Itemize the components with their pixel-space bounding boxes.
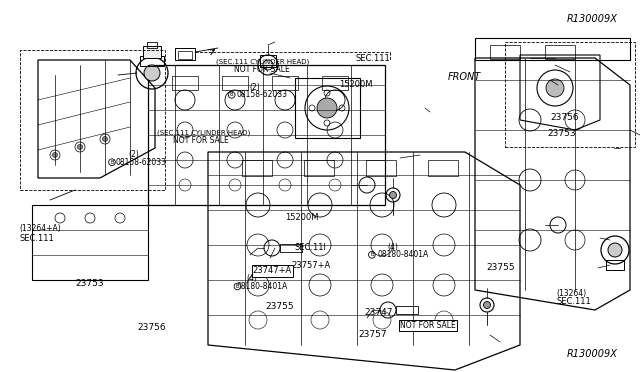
Bar	[505, 42, 635, 147]
Text: B: B	[236, 284, 239, 289]
Circle shape	[77, 144, 83, 150]
Text: (4): (4)	[246, 275, 257, 283]
Text: 08180-8401A: 08180-8401A	[378, 250, 429, 259]
Text: 15200M: 15200M	[339, 80, 372, 89]
Bar	[428, 160, 458, 176]
Bar	[272, 76, 298, 90]
Text: B: B	[230, 92, 234, 97]
Circle shape	[608, 243, 622, 257]
Text: (4): (4)	[387, 243, 398, 251]
Text: 23755: 23755	[486, 263, 515, 272]
Text: NOT FOR SALE: NOT FOR SALE	[400, 321, 456, 330]
Bar	[280, 244, 302, 252]
Text: (2): (2)	[128, 150, 139, 159]
Text: (SEC.111 CYLINDER HEAD): (SEC.111 CYLINDER HEAD)	[157, 130, 250, 137]
Circle shape	[483, 301, 490, 308]
Bar	[475, 38, 630, 60]
Circle shape	[102, 137, 108, 141]
Text: 23753: 23753	[76, 279, 104, 288]
Text: 23757+A: 23757+A	[291, 262, 330, 270]
Text: 23755: 23755	[266, 302, 294, 311]
Text: 08180-8401A: 08180-8401A	[237, 282, 288, 291]
Circle shape	[546, 79, 564, 97]
Bar	[304, 160, 334, 176]
Text: SEC.111: SEC.111	[355, 54, 390, 63]
Text: 08158-62033: 08158-62033	[115, 158, 166, 167]
Text: (SEC.111 CYLINDER HEAD): (SEC.111 CYLINDER HEAD)	[216, 59, 309, 65]
Text: FRONT: FRONT	[448, 73, 481, 82]
Bar	[545, 45, 575, 59]
Bar	[222, 76, 248, 90]
Circle shape	[317, 98, 337, 118]
Text: B: B	[370, 252, 374, 257]
Bar	[140, 56, 164, 66]
Bar	[606, 260, 624, 270]
Text: 15200M: 15200M	[285, 213, 318, 222]
Text: 23756: 23756	[138, 323, 166, 332]
Bar	[172, 76, 198, 90]
Text: (13264): (13264)	[557, 289, 587, 298]
Text: R130009X: R130009X	[566, 349, 617, 359]
Text: 23747+A: 23747+A	[253, 266, 292, 275]
Text: SEC.111: SEC.111	[19, 234, 54, 243]
Bar	[143, 46, 161, 58]
Circle shape	[52, 153, 58, 157]
Text: 23757: 23757	[358, 330, 387, 339]
Text: 23753: 23753	[547, 129, 576, 138]
Text: NOT FOR SALE: NOT FOR SALE	[234, 65, 289, 74]
Bar	[242, 160, 272, 176]
Text: (2): (2)	[250, 83, 260, 92]
Circle shape	[144, 65, 160, 81]
Bar	[366, 160, 396, 176]
Circle shape	[390, 192, 397, 199]
Text: NOT FOR SALE: NOT FOR SALE	[173, 136, 228, 145]
Bar	[396, 306, 418, 314]
Text: 08158-62033: 08158-62033	[237, 90, 288, 99]
Bar	[20, 50, 165, 190]
Text: (13264+A): (13264+A)	[19, 224, 61, 233]
Bar	[322, 76, 348, 90]
Text: 23756: 23756	[550, 113, 579, 122]
Bar	[147, 42, 157, 48]
Bar	[260, 55, 276, 67]
Text: B: B	[110, 160, 114, 165]
Text: SEC.111: SEC.111	[557, 297, 591, 306]
Text: R130009X: R130009X	[566, 15, 617, 24]
Bar	[490, 45, 520, 59]
Text: SEC.11l: SEC.11l	[294, 243, 326, 252]
Text: 23747: 23747	[365, 308, 394, 317]
